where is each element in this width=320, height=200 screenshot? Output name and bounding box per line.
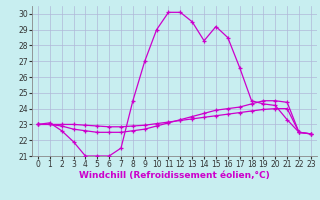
- X-axis label: Windchill (Refroidissement éolien,°C): Windchill (Refroidissement éolien,°C): [79, 171, 270, 180]
